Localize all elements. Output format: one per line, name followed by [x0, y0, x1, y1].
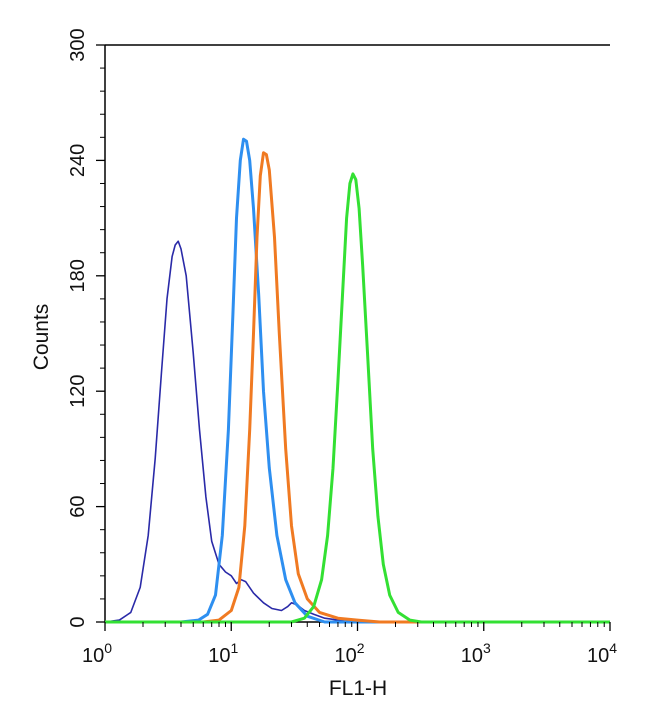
x-axis-label: FL1-H: [329, 677, 387, 700]
x-axis-ticks: 100 101 102 103 104: [82, 622, 617, 667]
series-line-2: [105, 137, 610, 624]
y-tick-label: 300: [67, 28, 89, 61]
y-axis-label: Counts: [30, 304, 53, 371]
y-tick-label: 240: [67, 144, 89, 177]
y-axis-ticks: 0 60 120 180 240 300: [67, 28, 105, 628]
y-tick-label: 60: [67, 495, 89, 517]
x-tick-label: 103: [461, 640, 491, 667]
y-tick-label: 120: [67, 375, 89, 408]
series-layer: [104, 137, 610, 624]
series-line-4: [105, 172, 610, 624]
plot-frame: [104, 44, 610, 623]
series-line-3: [105, 151, 610, 624]
x-tick-label: 101: [208, 640, 238, 667]
y-tick-label: 0: [67, 616, 89, 627]
x-tick-label: 102: [334, 640, 364, 667]
x-tick-label: 100: [82, 640, 112, 667]
x-tick-label: 104: [587, 640, 617, 667]
series-line-1: [104, 240, 610, 623]
y-tick-label: 180: [67, 259, 89, 292]
